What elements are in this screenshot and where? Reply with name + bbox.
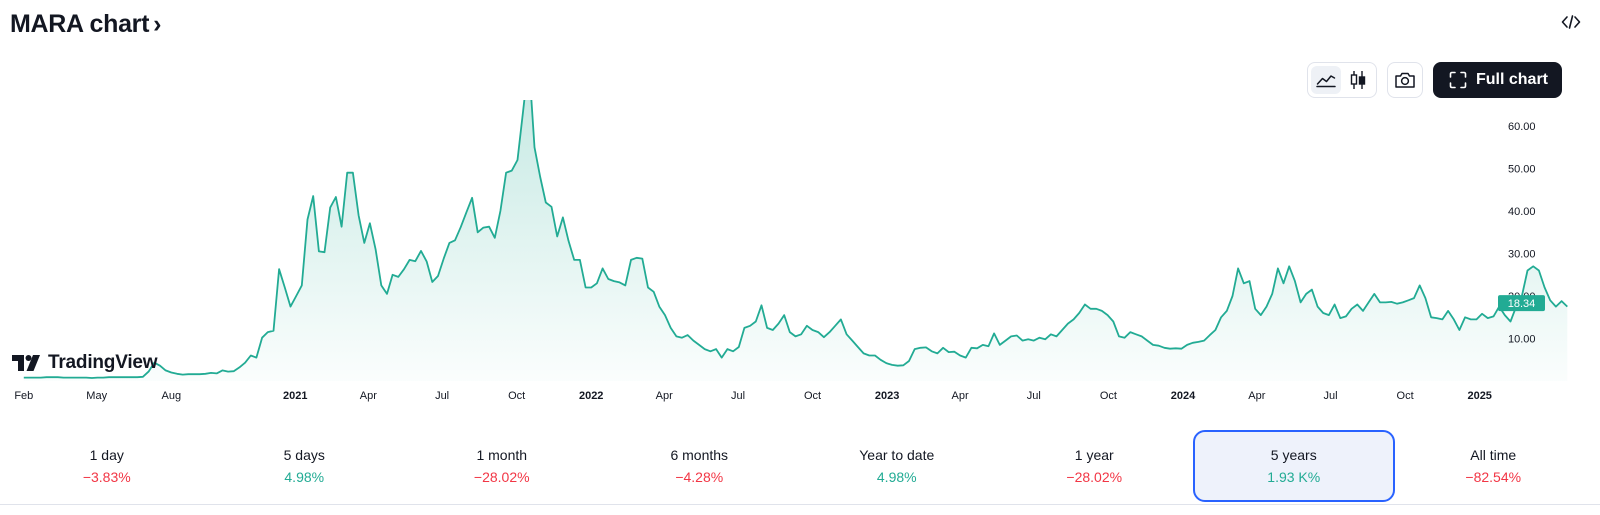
x-tick-label: Oct [508,390,525,402]
period-change: −82.54% [1465,469,1522,485]
current-price-label: 18.34 [1508,298,1536,310]
period-label: 5 years [1270,447,1317,463]
y-tick-label: 10.00 [1508,334,1536,346]
x-tick-label: Oct [1397,390,1414,402]
period-button-1-day[interactable]: 1 day −3.83% [8,430,206,502]
period-label: 1 day [89,447,124,463]
period-change: −4.28% [675,469,724,485]
chart-style-switch [1306,62,1377,98]
period-change: −3.83% [82,469,131,485]
area-chart-icon [1316,75,1336,88]
tradingview-logo[interactable]: TradingView [12,352,158,374]
period-button-1-year[interactable]: 1 year −28.02% [996,430,1194,502]
camera-icon [1395,72,1415,88]
candlestick-icon [1350,71,1366,89]
period-button-1-month[interactable]: 1 month −28.02% [403,430,601,502]
bottom-divider [0,504,1600,505]
current-price-tag: 18.34 [1498,295,1545,312]
period-change: 4.98% [876,469,917,485]
period-button-6-months[interactable]: 6 months −4.28% [601,430,799,502]
chart-header[interactable]: MARA chart › [10,8,161,40]
x-tick-label: 2025 [1467,390,1491,402]
x-tick-label: Jul [1027,390,1041,402]
period-label: 5 days [283,447,325,463]
chart-title[interactable]: MARA chart [10,9,150,38]
period-change: −28.02% [473,469,530,485]
x-tick-label: Apr [1248,390,1265,402]
candles-chart-button[interactable] [1343,66,1373,94]
period-change: 4.98% [284,469,325,485]
period-label: 1 month [476,447,528,463]
x-tick-label: Jul [731,390,745,402]
x-tick-label: 2022 [579,390,603,402]
x-tick-label: Jul [1323,390,1337,402]
period-button-5-days[interactable]: 5 days 4.98% [206,430,404,502]
x-tick-label: Oct [804,390,821,402]
full-chart-button[interactable]: Full chart [1432,62,1562,98]
code-icon[interactable] [1558,10,1584,34]
x-tick-label: May [86,390,107,402]
period-label: All time [1470,447,1517,463]
x-tick-label: Oct [1100,390,1117,402]
x-tick-label: 2021 [283,390,307,402]
x-tick-label: Apr [656,390,673,402]
price-line [23,100,1568,379]
period-button-5-years[interactable]: 5 years 1.93 K% [1193,430,1395,502]
tradingview-logo-text: TradingView [48,352,158,373]
period-label: 6 months [670,447,729,463]
price-area [23,100,1568,381]
tradingview-logo-icon [12,355,40,371]
x-tick-label: 2024 [1171,390,1196,402]
y-tick-label: 40.00 [1508,206,1536,218]
y-tick-label: 50.00 [1508,164,1536,176]
period-selector: 1 day −3.83% 5 days 4.98% 1 month −28.02% 6 mo… [8,430,1592,502]
chart-toolbar: Full chart [1306,62,1562,98]
y-tick-label: 30.00 [1508,249,1536,261]
x-tick-label: Feb [14,390,33,402]
area-chart-button[interactable] [1310,66,1341,94]
x-tick-label: Aug [162,390,182,402]
screenshot-button[interactable] [1386,62,1423,98]
y-tick-label: 60.00 [1508,121,1536,133]
period-label: Year to date [859,447,935,463]
period-change: 1.93 K% [1267,469,1321,485]
period-button-year-to-date[interactable]: Year to date 4.98% [798,430,996,502]
chevron-right-icon[interactable]: › [153,9,162,38]
current-price-box [1498,295,1545,312]
full-chart-label: Full chart [1475,71,1548,88]
x-tick-label: Apr [952,390,969,402]
period-change: −28.02% [1066,469,1123,485]
x-tick-label: Jul [435,390,449,402]
x-tick-label: Apr [360,390,377,402]
x-axis: Feb May Aug 2021 Apr Jul Oct 2022 Apr Jul Oct 2023 A… [14,390,1492,402]
period-label: 1 year [1074,447,1114,463]
x-tick-label: 2023 [875,390,899,402]
period-button-all-time[interactable]: All time −82.54% [1395,430,1593,502]
fullscreen-icon [1449,71,1467,89]
